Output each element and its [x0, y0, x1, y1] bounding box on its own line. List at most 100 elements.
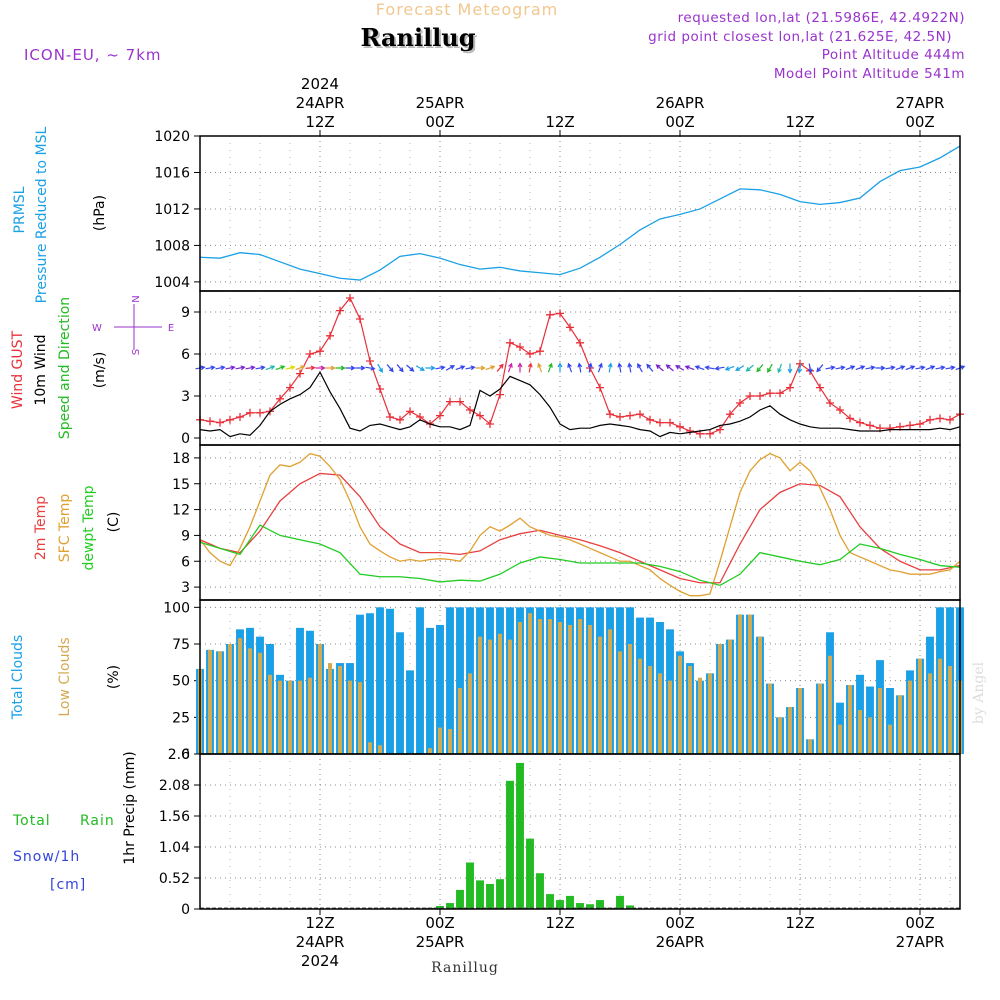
compass-n: N — [131, 295, 142, 302]
wind-direction-arrow — [215, 365, 226, 371]
total-cloud-bar — [436, 624, 444, 754]
wind-direction-arrow — [885, 365, 896, 371]
wind-direction-arrow — [607, 362, 613, 373]
wind-direction-arrow — [735, 365, 745, 371]
wind-direction-arrow — [517, 362, 523, 373]
gust-marker — [486, 420, 494, 428]
gust-marker — [556, 309, 564, 318]
wind-direction-arrow — [507, 362, 513, 373]
ytick-label: 50 — [172, 674, 190, 690]
wind-direction-arrow — [797, 363, 803, 374]
low-cloud-bar — [808, 739, 812, 754]
temp-ylabel-group: 2m Temp SFC Temp dewpt Temp (C) — [33, 485, 122, 570]
wind-direction-arrow — [714, 365, 725, 371]
wind-direction-arrow — [845, 365, 856, 371]
top-time-label: 00Z — [665, 113, 694, 131]
precip-bar — [446, 903, 454, 909]
gust-marker — [306, 350, 314, 358]
ytick-label: 2.08 — [159, 778, 190, 794]
low-cloud-bar — [268, 674, 272, 754]
low-cloud-bar — [778, 717, 782, 754]
precip-bar — [586, 904, 594, 909]
gust-marker — [286, 383, 294, 392]
low-cloud-bar — [848, 685, 852, 754]
wind-ylabel-10m: 10m Wind — [33, 334, 49, 405]
low-cloud-bar — [218, 651, 222, 754]
gust-marker — [466, 406, 474, 414]
temp-ylabel-sfc: SFC Temp — [57, 494, 73, 563]
low-cloud-bar — [248, 648, 252, 754]
wind-direction-arrow — [597, 362, 603, 373]
low-cloud-bar — [798, 688, 802, 754]
low-cloud-bar — [588, 624, 592, 754]
total-cloud-bar — [376, 607, 384, 754]
gust-marker — [316, 347, 324, 356]
gust-marker — [636, 410, 644, 419]
ytick-label: 75 — [172, 637, 190, 653]
precip-ylabel-group: 1hr Precip (mm) Total Rain Snow/1h [cm] — [12, 751, 138, 893]
bottom-time-label: 00Z — [425, 914, 454, 932]
panel-frame — [199, 753, 961, 910]
gust-marker — [826, 399, 834, 407]
bottom-time-label: 12Z — [785, 914, 814, 932]
wind-direction-arrow — [285, 365, 296, 371]
ytick-label: 0 — [181, 747, 190, 763]
low-cloud-bar — [728, 639, 732, 754]
low-cloud-bar — [688, 666, 692, 754]
panel-temperature: 3 6 9 12 15 18 — [172, 444, 961, 601]
wind-direction-arrow — [255, 365, 266, 371]
gust-marker — [346, 294, 354, 302]
gust-marker — [546, 310, 554, 319]
wind-direction-arrow — [365, 365, 376, 371]
low-cloud-bar — [298, 680, 302, 754]
low-cloud-bar — [468, 673, 472, 754]
low-cloud-bar — [328, 663, 332, 754]
gust-marker — [446, 397, 454, 406]
low-cloud-bar — [618, 651, 622, 754]
panel-pressure: 1004 1008 1012 1016 1020 — [154, 129, 961, 292]
wind-direction-arrow — [787, 363, 793, 374]
precip-bar — [456, 889, 464, 909]
bottom-time-label: 00Z — [905, 914, 934, 932]
watermark: by Angel — [971, 661, 987, 724]
ytick-label: 100 — [163, 600, 190, 616]
gust-marker — [326, 331, 334, 340]
panel-wind: 0 3 6 9 — [181, 290, 966, 447]
precip-bar — [536, 873, 544, 909]
wind-direction-arrow — [627, 362, 633, 373]
wind-direction-arrow — [665, 364, 674, 372]
series-line-2m-temp — [199, 472, 961, 584]
low-cloud-bar — [878, 688, 882, 754]
wind-direction-arrow — [684, 365, 695, 371]
compass-w: W — [92, 323, 102, 334]
low-cloud-bar — [938, 658, 942, 754]
gust-marker — [646, 415, 654, 424]
gust-marker — [736, 399, 744, 407]
gust-marker — [506, 338, 514, 347]
wind-direction-arrow — [895, 365, 906, 371]
top-time-label: 12Z — [785, 113, 814, 131]
wind-direction-arrow — [694, 365, 705, 371]
total-cloud-bar — [456, 607, 464, 754]
footer-location: Ranillug — [431, 960, 499, 976]
precip-bar — [626, 905, 634, 909]
precip-bar — [526, 838, 534, 909]
temp-ylabel-unit: (C) — [106, 512, 122, 533]
top-time-label: 27APR — [896, 94, 945, 112]
ytick-label: 1008 — [154, 238, 190, 254]
gust-marker — [516, 343, 524, 351]
gust-marker — [536, 347, 544, 356]
precip-bar — [466, 862, 474, 909]
precip-rain-label: Rain — [80, 813, 115, 829]
low-cloud-bar — [908, 680, 912, 754]
ytick-label: 6 — [181, 347, 190, 363]
low-cloud-bar — [648, 666, 652, 754]
low-cloud-bar — [478, 636, 482, 754]
low-cloud-bar — [898, 695, 902, 754]
precip-bar — [596, 900, 604, 909]
low-cloud-bar — [888, 724, 892, 754]
low-cloud-bar — [828, 655, 832, 754]
top-time-label: 26APR — [656, 94, 705, 112]
wind-direction-arrow — [617, 362, 623, 373]
series-line-sfc-temp — [199, 452, 961, 597]
